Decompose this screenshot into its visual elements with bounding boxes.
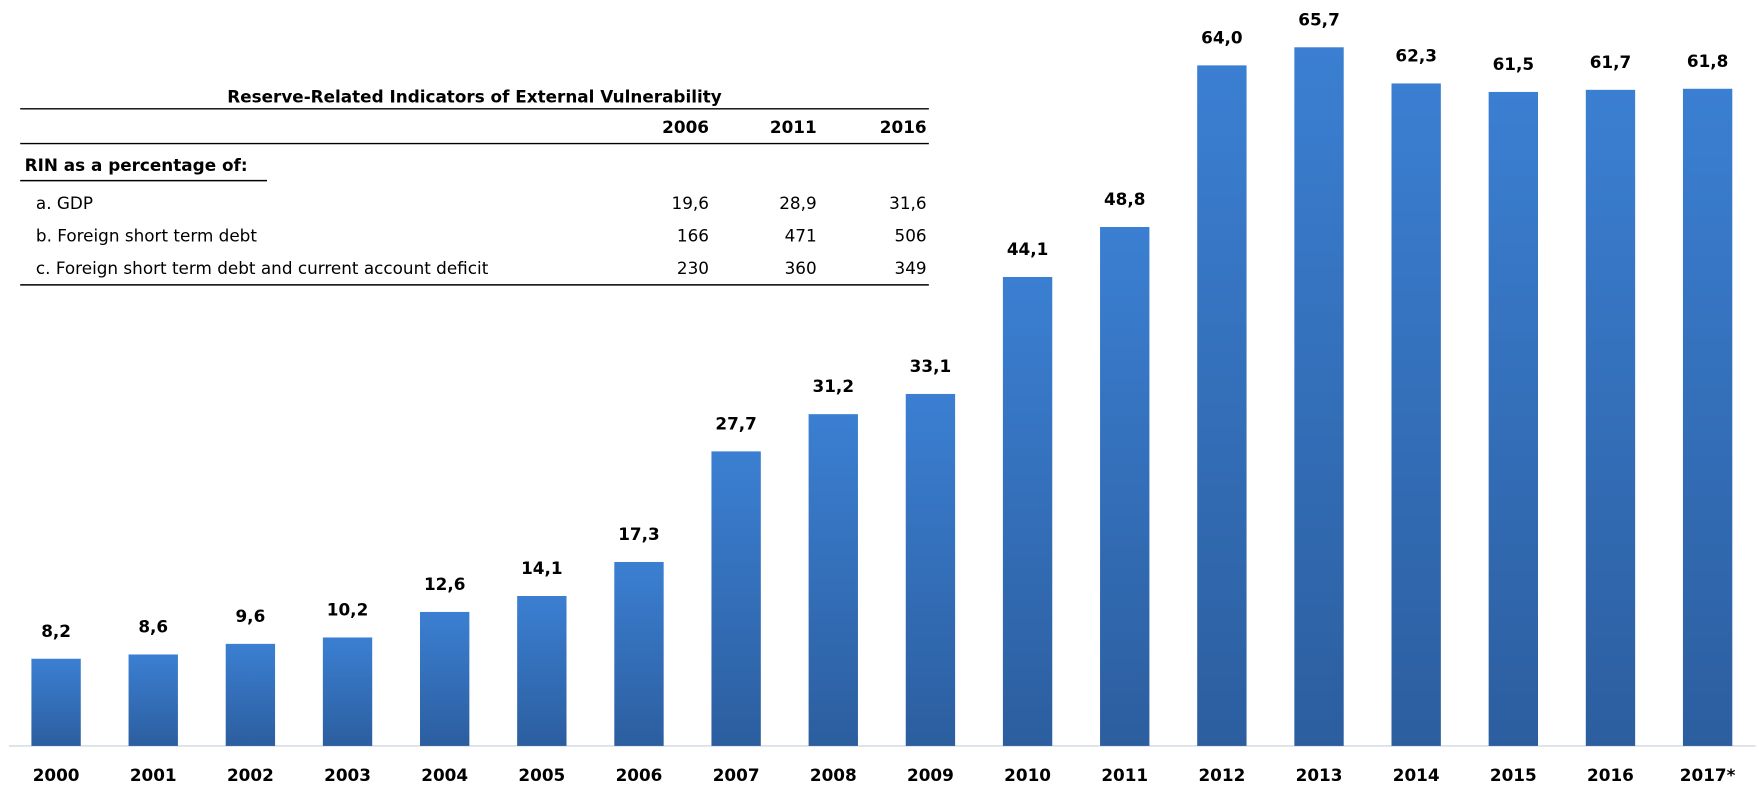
value-label: 12,6	[424, 574, 465, 594]
value-label: 14,1	[521, 558, 562, 578]
value-label: 17,3	[618, 524, 659, 544]
row-label: a. GDP	[36, 193, 93, 213]
cell: 166	[677, 226, 709, 246]
column-header: 2016	[880, 117, 927, 137]
value-label: 8,2	[41, 621, 71, 641]
bar	[905, 393, 956, 746]
bar	[31, 658, 81, 746]
x-tick-label: 2004	[421, 765, 468, 785]
value-label: 61,8	[1687, 51, 1728, 71]
bar	[1585, 89, 1636, 746]
value-label: 48,8	[1104, 189, 1145, 209]
bar	[1002, 276, 1053, 746]
x-tick-label: 2016	[1587, 765, 1634, 785]
row-label: c. Foreign short term debt and current a…	[36, 258, 489, 278]
value-label: 65,7	[1298, 9, 1339, 29]
cell: 31,6	[889, 193, 926, 213]
x-tick-label: 2006	[616, 765, 663, 785]
x-tick-label: 2012	[1198, 765, 1245, 785]
x-tick-label: 2007	[713, 765, 760, 785]
x-tick-label: 2010	[1004, 765, 1051, 785]
bar	[808, 414, 858, 746]
row-label: b. Foreign short term debt	[36, 226, 257, 246]
x-tick-label: 2008	[810, 765, 857, 785]
bar	[1294, 47, 1344, 746]
value-label: 44,1	[1007, 239, 1048, 259]
x-tick-label: 2001	[130, 765, 177, 785]
bar	[1391, 83, 1441, 746]
x-tick-label: 2000	[33, 765, 80, 785]
value-label: 61,5	[1493, 54, 1534, 74]
x-tick-label: 2014	[1393, 765, 1440, 785]
x-tick-label: 2013	[1296, 765, 1343, 785]
x-tick-label: 2003	[324, 765, 371, 785]
column-header: 2006	[662, 117, 709, 137]
cell: 360	[785, 258, 817, 278]
indicator-table: Reserve-Related Indicators of External V…	[20, 87, 929, 286]
value-label: 8,6	[138, 617, 168, 637]
x-tick-label: 2017*	[1680, 765, 1736, 785]
bar	[517, 595, 567, 746]
value-label: 33,1	[910, 356, 951, 376]
value-label: 61,7	[1590, 52, 1631, 72]
cell: 19,6	[672, 193, 709, 213]
section-label: RIN as a percentage of:	[25, 155, 248, 175]
value-label: 27,7	[715, 413, 756, 433]
value-label: 62,3	[1395, 46, 1436, 66]
bar	[128, 654, 178, 746]
column-header: 2011	[770, 117, 817, 137]
bar	[1197, 65, 1247, 746]
bar	[1100, 227, 1150, 746]
cell: 506	[895, 226, 927, 246]
x-tick-label: 2011	[1101, 765, 1148, 785]
bar	[711, 451, 761, 746]
x-tick-label: 2002	[227, 765, 274, 785]
table-title: Reserve-Related Indicators of External V…	[227, 87, 721, 107]
value-label: 64,0	[1201, 27, 1242, 47]
bar	[614, 561, 664, 746]
cell: 230	[677, 258, 709, 278]
bar	[420, 611, 470, 746]
bar	[1488, 91, 1539, 746]
x-tick-label: 2009	[907, 765, 954, 785]
cell: 28,9	[779, 193, 816, 213]
bar	[1682, 88, 1733, 746]
bar	[322, 637, 373, 746]
cell: 349	[895, 258, 927, 278]
x-tick-label: 2015	[1490, 765, 1537, 785]
value-label: 9,6	[235, 606, 265, 626]
x-tick-label: 2005	[518, 765, 565, 785]
value-label: 10,2	[327, 600, 368, 620]
value-label: 31,2	[813, 376, 854, 396]
cell: 471	[785, 226, 817, 246]
bar	[225, 643, 276, 746]
